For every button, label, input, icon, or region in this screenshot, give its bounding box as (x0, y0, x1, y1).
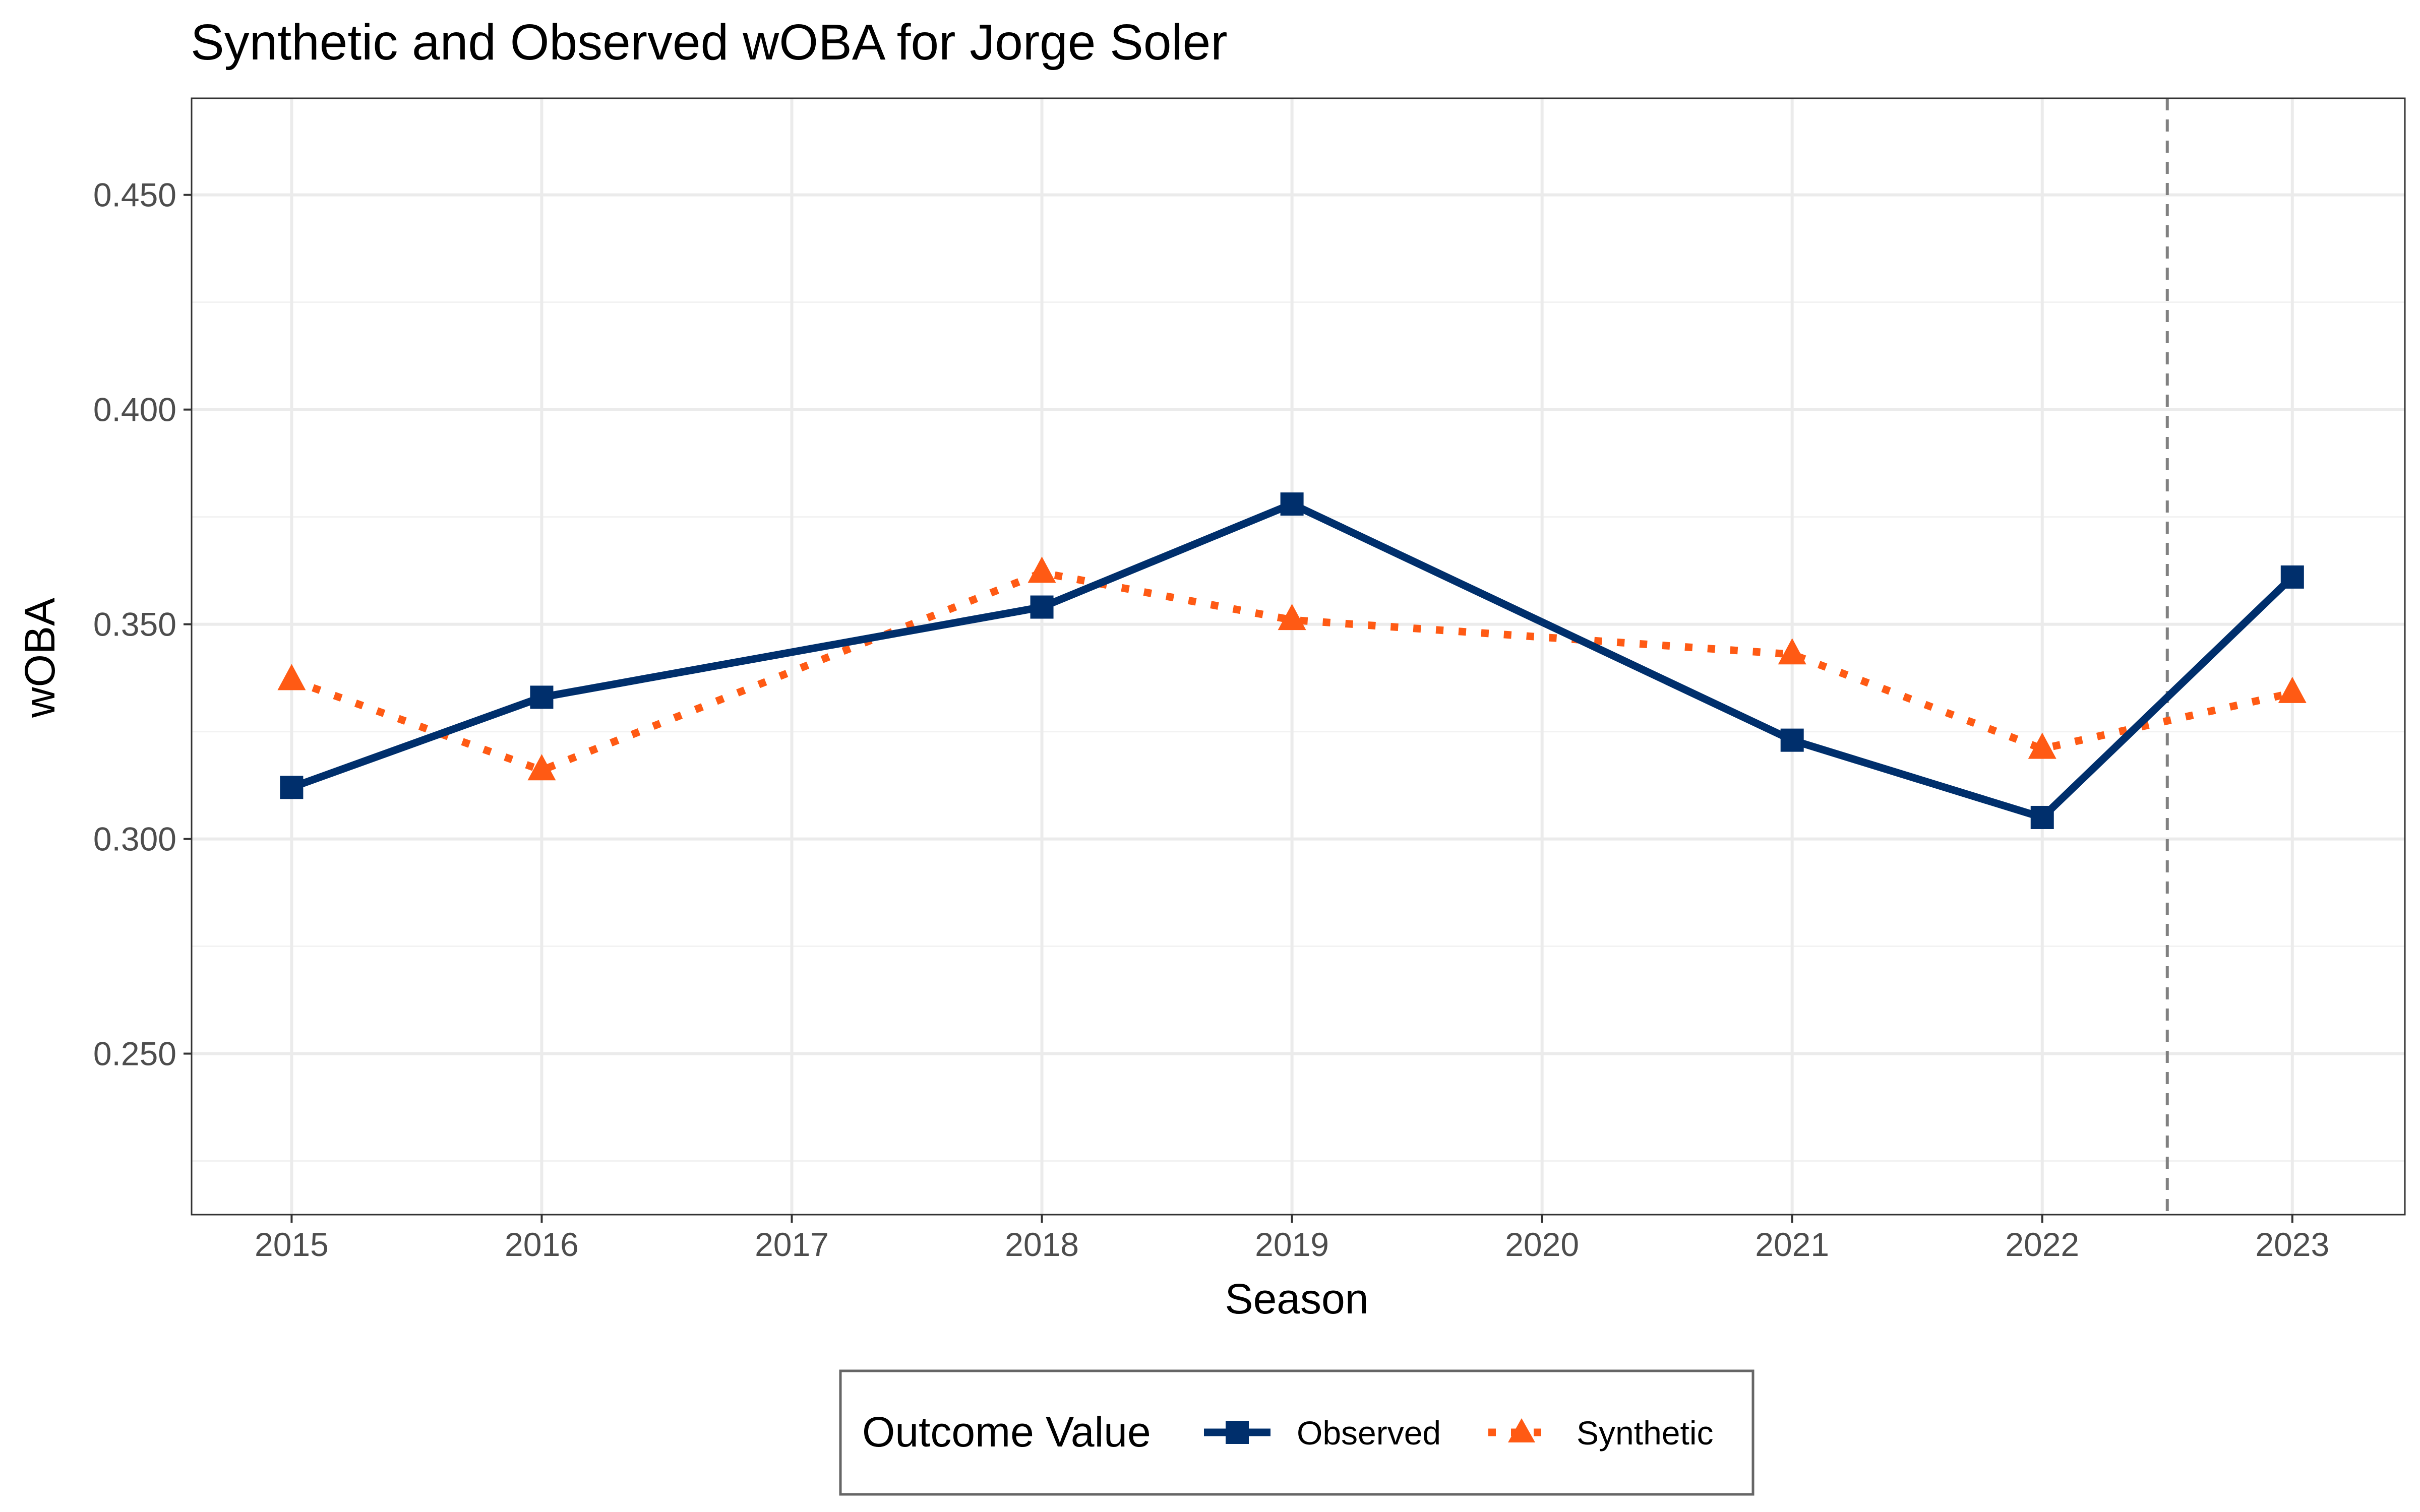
x-tick-label: 2019 (1255, 1226, 1329, 1263)
data-point-synthetic (2278, 676, 2307, 703)
legend-item-observed: Observed (1204, 1414, 1441, 1452)
x-tick-label: 2017 (755, 1226, 829, 1263)
y-axis-ticks: 0.250 0.300 0.350 0.400 0.450 (93, 176, 192, 1073)
data-point-observed (1280, 492, 1304, 516)
legend-box (839, 1369, 1754, 1496)
x-tick-label: 2022 (2005, 1226, 2079, 1263)
data-point-synthetic (1778, 638, 1806, 665)
y-axis-title: wOBA (16, 598, 64, 718)
x-tick-label: 2015 (255, 1226, 329, 1263)
data-point-observed (1030, 595, 1054, 619)
legend-item-synthetic: Synthetic (1488, 1414, 1713, 1452)
x-tick-label: 2021 (1755, 1226, 1829, 1263)
data-point-observed (280, 776, 304, 799)
data-point-synthetic (1027, 556, 1056, 583)
legend-observed-marker (1226, 1421, 1249, 1444)
legend: Outcome Value Observed Synthetic (839, 1369, 1754, 1496)
legend-title: Outcome Value (862, 1408, 1151, 1456)
series-layer (277, 492, 2307, 829)
legend-label-synthetic: Synthetic (1577, 1414, 1713, 1452)
series-observed (280, 492, 2304, 829)
data-point-observed (2030, 805, 2054, 829)
plot-panel-border (191, 97, 2406, 1216)
data-point-synthetic (277, 664, 306, 690)
x-tick-label: 2023 (2255, 1226, 2329, 1263)
y-tick-label: 0.250 (93, 1035, 176, 1073)
legend-synthetic-marker (1508, 1418, 1535, 1442)
chart-title: Synthetic and Observed wOBA for Jorge So… (191, 14, 1228, 71)
x-axis-ticks: 2015 2016 2017 2018 2019 2020 2021 2022 2023 (255, 1215, 2329, 1263)
y-tick-label: 0.350 (93, 606, 176, 643)
legend-label-observed: Observed (1297, 1414, 1441, 1452)
x-tick-label: 2016 (505, 1226, 579, 1263)
data-point-synthetic (527, 754, 556, 781)
data-point-synthetic (1278, 604, 1306, 631)
data-point-synthetic (2028, 732, 2056, 759)
data-point-observed (2280, 565, 2304, 589)
x-tick-label: 2020 (1505, 1226, 1579, 1263)
data-point-observed (1780, 728, 1804, 752)
grid-major (192, 98, 2405, 1215)
y-tick-label: 0.300 (93, 821, 176, 858)
y-tick-label: 0.400 (93, 391, 176, 428)
y-tick-label: 0.450 (93, 176, 176, 214)
x-axis-title: Season (1225, 1275, 1369, 1322)
x-tick-label: 2018 (1005, 1226, 1079, 1263)
series-synthetic (277, 556, 2307, 781)
grid-minor (192, 301, 2405, 1162)
data-point-observed (530, 685, 554, 709)
